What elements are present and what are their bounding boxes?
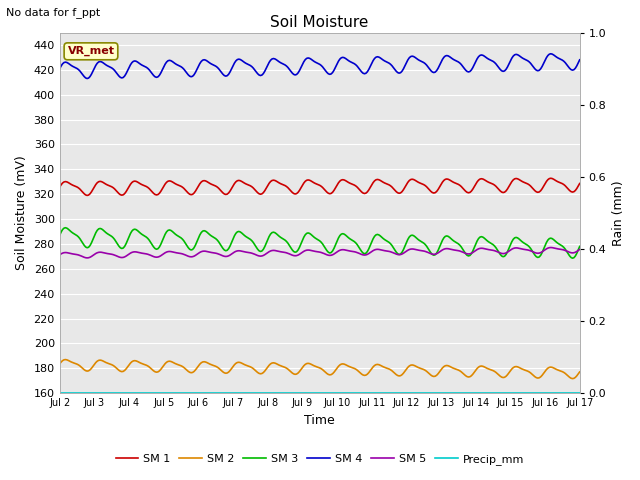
SM 2 [382, 365, 390, 371]
Line: SM 2: SM 2 [60, 360, 580, 379]
SM 4 [353, 63, 361, 69]
Text: No data for f_ppt: No data for f_ppt [6, 7, 100, 18]
SM 1 [514, 176, 522, 181]
SM 5 [70, 251, 78, 257]
Line: SM 5: SM 5 [60, 248, 580, 258]
SM 1 [371, 178, 378, 184]
SM 2 [371, 362, 378, 368]
X-axis label: Time: Time [304, 414, 335, 427]
Line: SM 1: SM 1 [60, 178, 580, 195]
SM 5 [154, 254, 162, 260]
Precip_mm [352, 390, 360, 396]
Precip_mm [512, 390, 520, 396]
Y-axis label: Rain (mm): Rain (mm) [612, 180, 625, 246]
SM 4 [83, 76, 91, 82]
SM 1 [56, 184, 63, 190]
SM 1 [576, 180, 584, 186]
Legend: SM 1, SM 2, SM 3, SM 4, SM 5, Precip_mm: SM 1, SM 2, SM 3, SM 4, SM 5, Precip_mm [111, 450, 529, 469]
SM 5 [83, 255, 91, 261]
SM 4 [70, 64, 78, 70]
SM 3 [371, 233, 378, 239]
SM 2 [353, 367, 361, 373]
Title: Soil Moisture: Soil Moisture [271, 15, 369, 30]
SM 4 [514, 52, 522, 58]
SM 4 [56, 66, 63, 72]
SM 5 [547, 245, 555, 251]
SM 3 [61, 225, 69, 230]
SM 2 [61, 357, 69, 362]
SM 5 [56, 252, 63, 258]
SM 1 [154, 192, 162, 197]
SM 5 [382, 248, 390, 254]
SM 4 [547, 51, 555, 57]
SM 3 [576, 243, 584, 249]
Precip_mm [70, 390, 78, 396]
Line: SM 3: SM 3 [60, 228, 580, 258]
SM 5 [371, 247, 378, 253]
SM 3 [353, 242, 361, 248]
SM 3 [72, 232, 79, 238]
SM 1 [382, 181, 390, 187]
SM 4 [382, 59, 390, 64]
SM 4 [371, 56, 378, 61]
Precip_mm [369, 390, 377, 396]
SM 2 [154, 369, 162, 375]
Line: SM 4: SM 4 [60, 54, 580, 79]
SM 5 [353, 250, 361, 255]
SM 2 [568, 376, 576, 382]
SM 2 [72, 360, 79, 366]
Y-axis label: Soil Moisture (mV): Soil Moisture (mV) [15, 156, 28, 270]
SM 1 [83, 192, 91, 198]
SM 4 [154, 74, 162, 80]
SM 5 [576, 247, 584, 252]
SM 5 [514, 245, 522, 251]
SM 1 [547, 175, 555, 181]
SM 1 [353, 184, 361, 190]
SM 2 [514, 364, 522, 370]
Text: VR_met: VR_met [67, 46, 115, 57]
SM 3 [154, 246, 162, 252]
Precip_mm [381, 390, 388, 396]
Precip_mm [56, 390, 63, 396]
Precip_mm [576, 390, 584, 396]
SM 4 [576, 57, 584, 63]
SM 2 [56, 361, 63, 367]
SM 3 [56, 232, 63, 238]
SM 1 [70, 183, 78, 189]
SM 2 [576, 369, 584, 375]
SM 3 [568, 255, 576, 261]
SM 3 [514, 235, 522, 241]
SM 3 [382, 238, 390, 243]
Precip_mm [152, 390, 160, 396]
